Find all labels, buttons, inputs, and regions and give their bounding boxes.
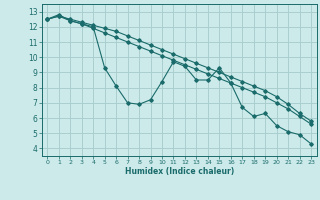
X-axis label: Humidex (Indice chaleur): Humidex (Indice chaleur) bbox=[124, 167, 234, 176]
